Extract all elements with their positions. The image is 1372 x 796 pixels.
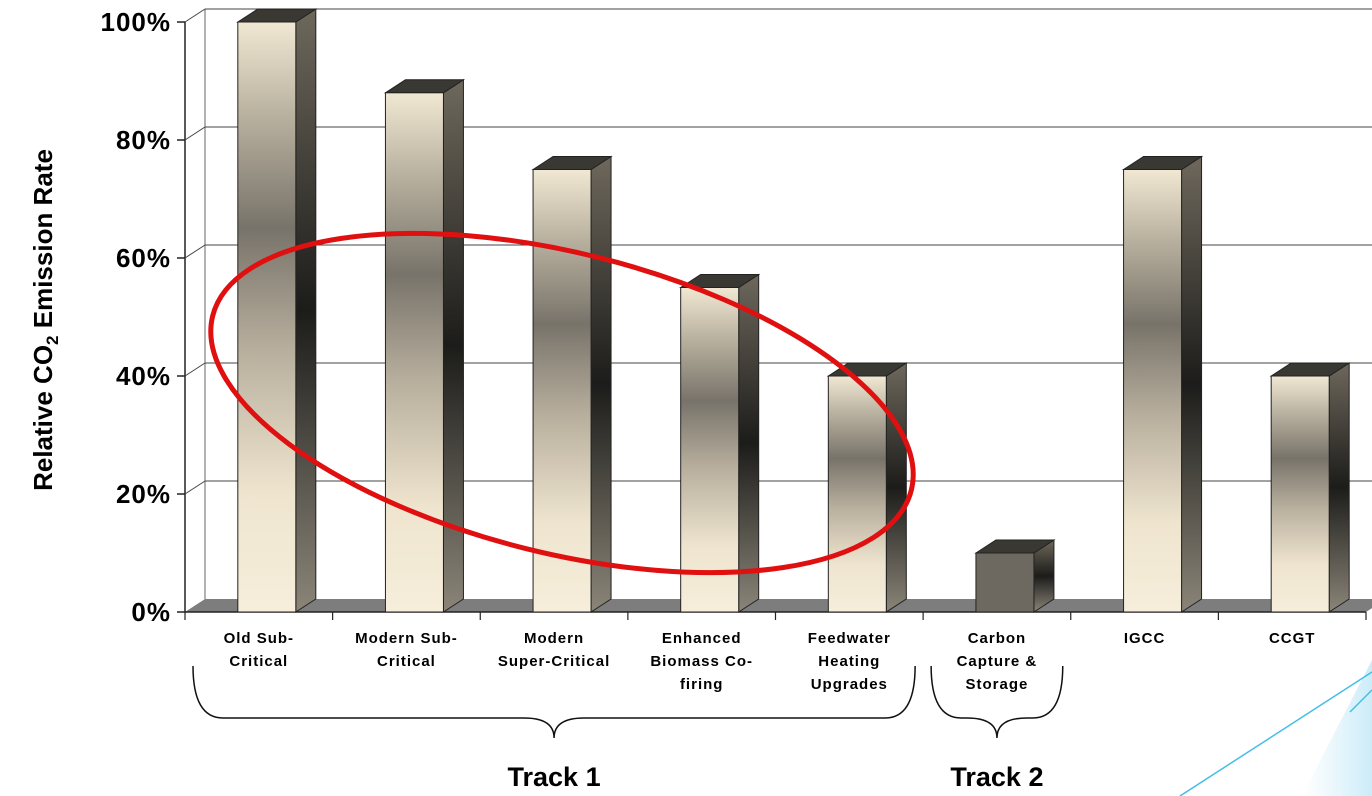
group-label: Track 2 (950, 762, 1043, 792)
y-tick-label: 40% (116, 361, 171, 391)
category-groups: Track 1 Track 2 (192, 665, 1064, 792)
group-brace: Track 1 (192, 665, 916, 792)
bar-side (1181, 155, 1203, 613)
bar (531, 155, 613, 613)
brace-path (192, 665, 916, 739)
bar-side (295, 8, 317, 613)
bar-front (384, 92, 444, 613)
brace-path (930, 665, 1064, 739)
x-tick-label: Old Sub-Critical (224, 630, 295, 670)
bar-front (237, 21, 297, 613)
group-label: Track 1 (508, 762, 601, 792)
bar-front (532, 169, 592, 613)
y-tick-label: 80% (116, 125, 171, 155)
x-tick-label: Modern Super-Critical (498, 630, 610, 670)
x-tick-label: Enhanced Biomass Co-firing (650, 630, 753, 693)
bar-side (738, 273, 760, 613)
x-tick-label: CCGT (1269, 630, 1316, 647)
bar-series (236, 8, 1351, 613)
bar-side (442, 78, 464, 613)
bar (236, 8, 318, 613)
y-axis-label: Relative CO2 Emission Rate (28, 149, 62, 491)
bar-side (590, 155, 612, 613)
gridline-side (184, 480, 206, 495)
bar (1121, 155, 1204, 613)
x-tick-label: Feedwater Heating Upgrades (808, 630, 891, 693)
bar-front (827, 375, 887, 613)
gridline-side (184, 126, 206, 141)
x-tick-label: Modern Sub-Critical (355, 630, 458, 670)
bar (826, 362, 908, 613)
y-tick-label: 60% (116, 243, 171, 273)
gridline-side (184, 8, 206, 23)
x-axis-ticks: Old Sub-Critical Modern Sub-Critical Moder… (184, 612, 1367, 693)
gridline-side (184, 362, 206, 377)
y-tick-label: 20% (116, 479, 171, 509)
bar (1269, 362, 1351, 613)
bar-front (1270, 375, 1330, 613)
bar-front (680, 287, 740, 613)
floor (185, 599, 1372, 612)
bar-front (975, 552, 1035, 613)
x-tick-label: Carbon Capture & Storage (957, 630, 1038, 693)
bar-side (1328, 362, 1350, 613)
bar (383, 78, 466, 613)
highlight-ellipse (208, 230, 916, 576)
bar-side (885, 362, 907, 613)
corner-decoration (1179, 660, 1372, 796)
y-tick-label: 0% (131, 597, 171, 627)
bar (974, 539, 1056, 613)
bar-front (1123, 169, 1183, 613)
y-tick-label: 100% (101, 7, 172, 37)
bar (679, 273, 761, 613)
gridline-side (184, 244, 206, 259)
x-tick-label: IGCC (1124, 630, 1166, 647)
group-brace: Track 2 (930, 665, 1064, 792)
